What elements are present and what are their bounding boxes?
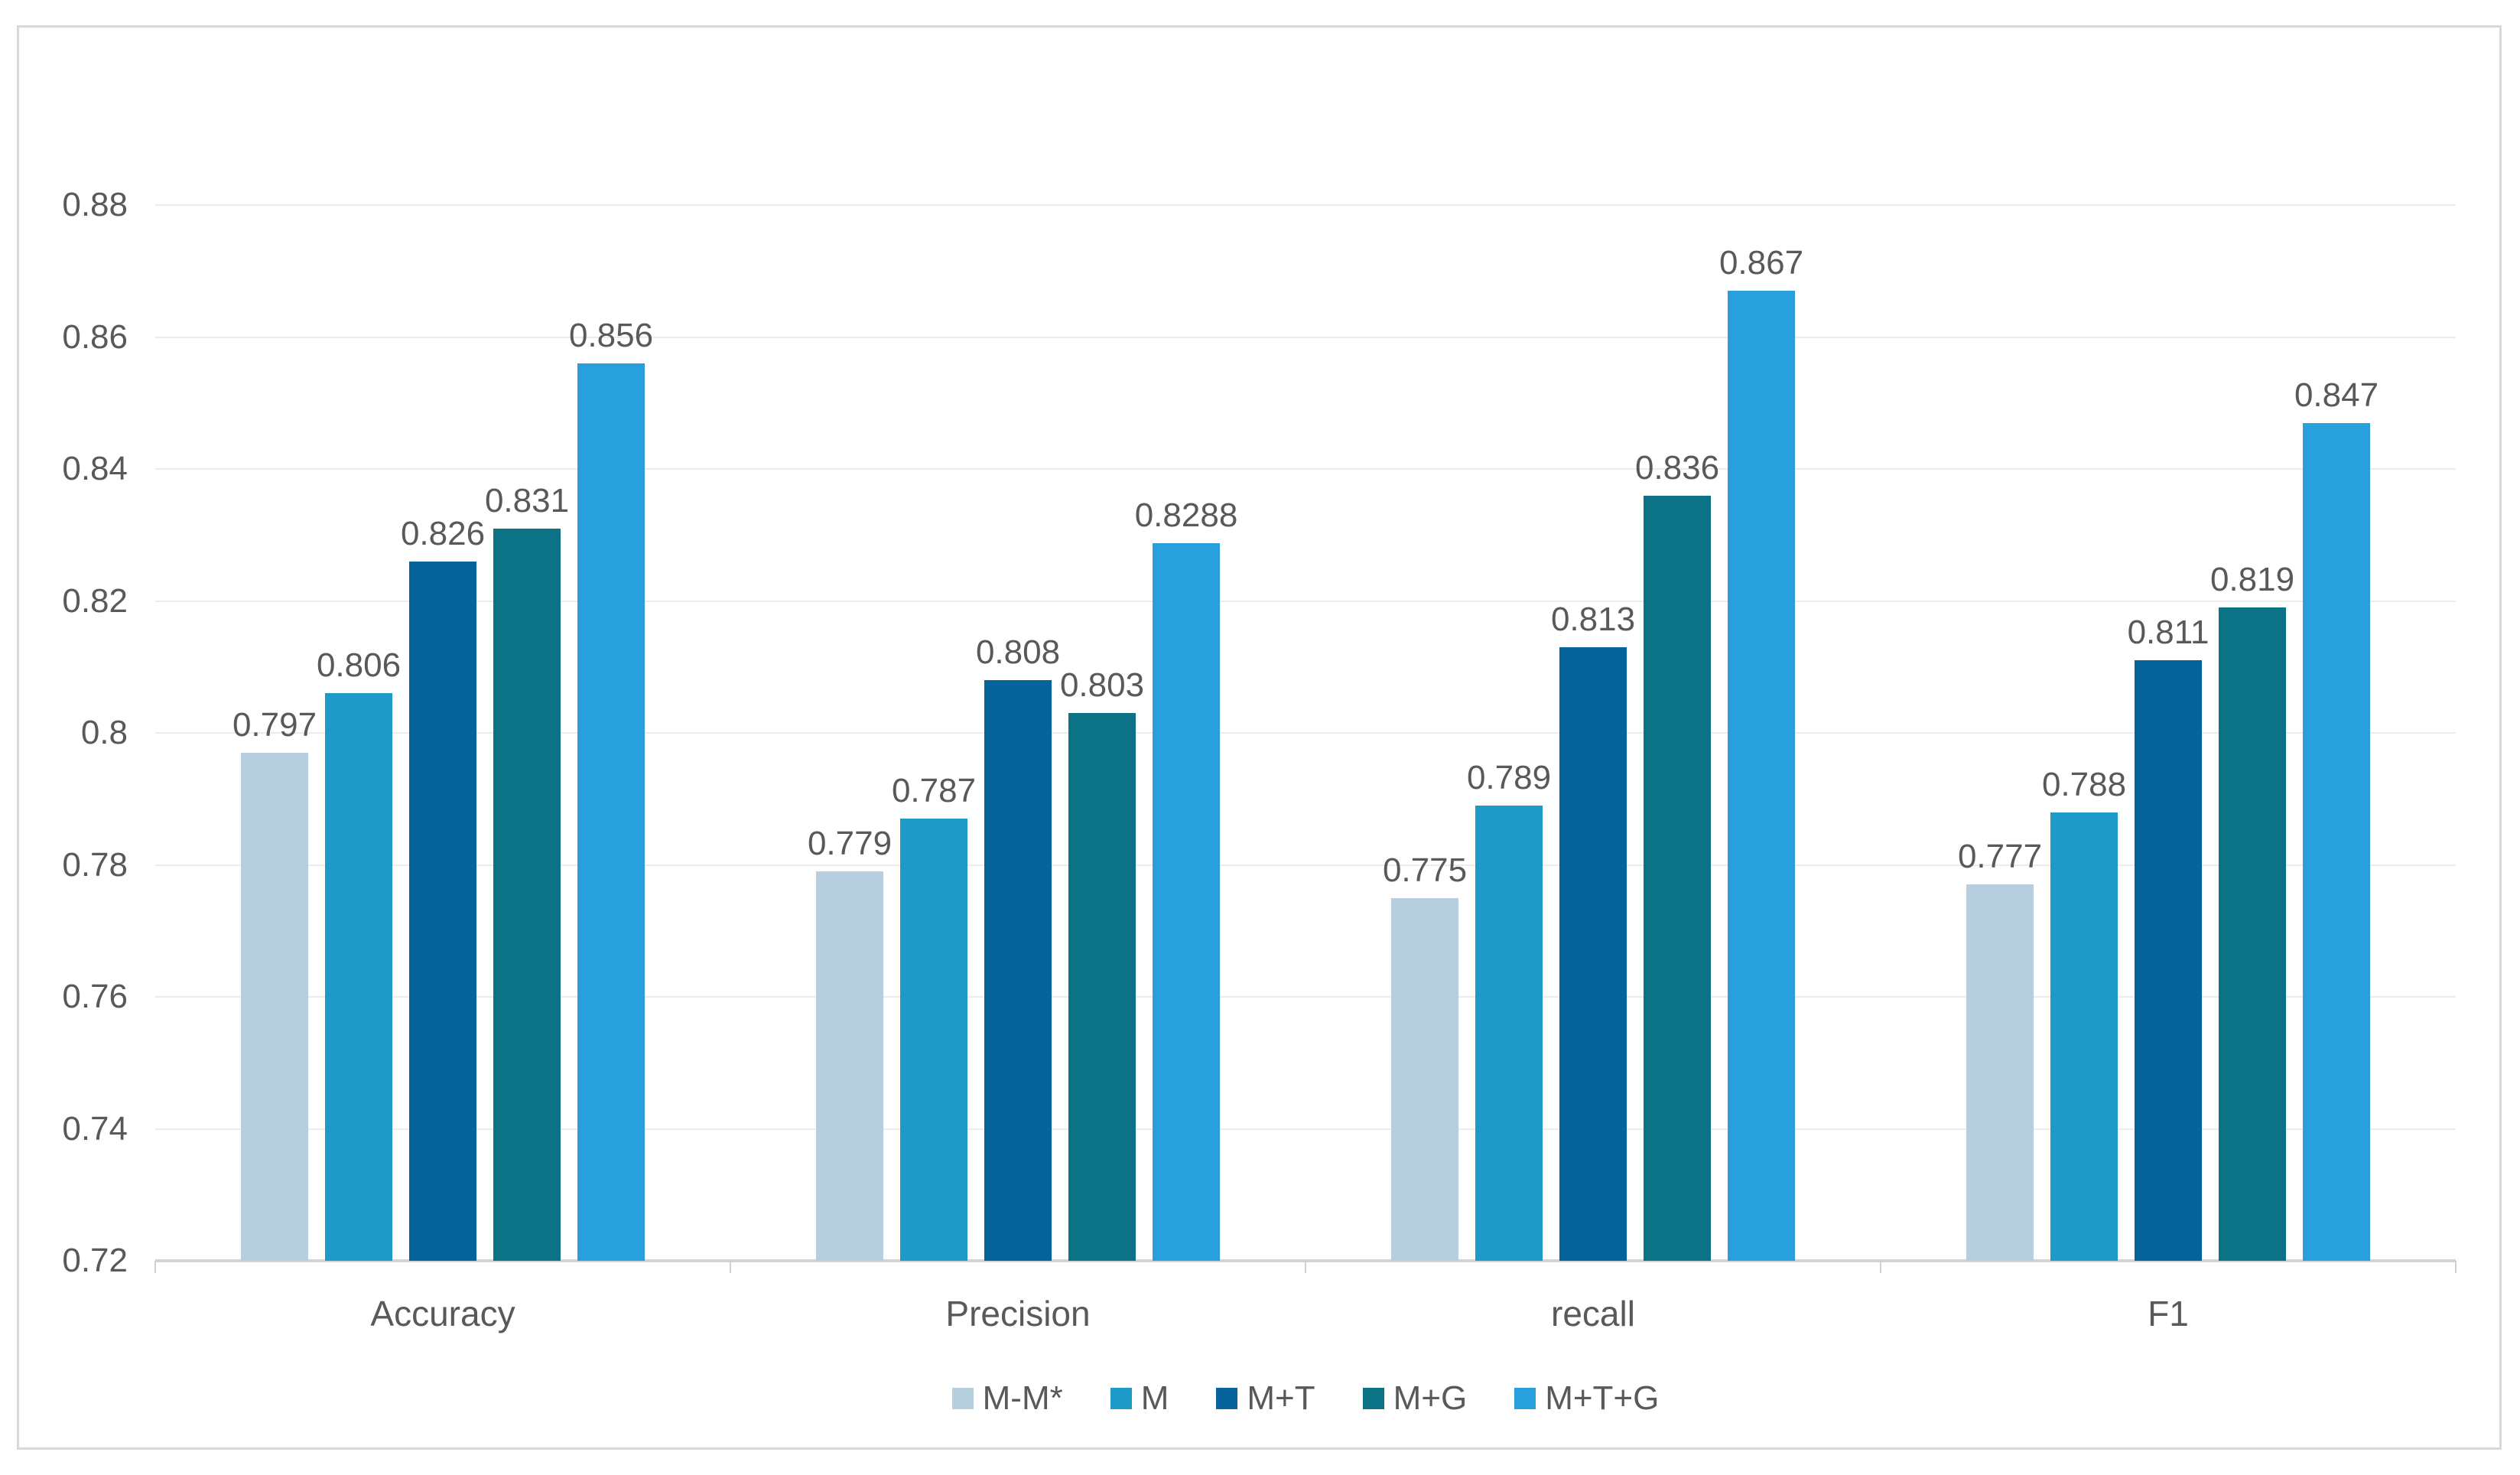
- x-axis-tick-mark: [154, 1261, 156, 1273]
- value-label-m-t-accuracy: 0.826: [400, 514, 486, 552]
- value-label-m-precision: 0.787: [891, 772, 977, 810]
- value-label-m-m-accuracy: 0.797: [232, 705, 317, 744]
- bar-m-t-precision: [984, 680, 1052, 1261]
- bar-m-t-g-recall: [1728, 291, 1795, 1261]
- bar-m-g-f1: [2219, 607, 2286, 1261]
- bar-m-g-precision: [1068, 713, 1136, 1261]
- gridline: [155, 732, 2456, 734]
- gridline: [155, 336, 2456, 338]
- y-axis-tick-label: 0.86: [62, 317, 128, 356]
- gridline: [155, 468, 2456, 470]
- y-axis-tick-label: 0.84: [62, 450, 128, 487]
- value-label-m-m-f1: 0.777: [1957, 838, 2043, 876]
- value-label-m-g-recall: 0.836: [1634, 448, 1720, 487]
- bar-m-m-f1: [1966, 884, 2034, 1261]
- bar-m-t-g-precision: [1153, 542, 1220, 1261]
- x-axis-tick-mark: [2455, 1261, 2457, 1273]
- value-label-m-g-precision: 0.803: [1059, 666, 1145, 705]
- value-label-m-g-f1: 0.819: [2209, 561, 2295, 599]
- legend-swatch-icon: [1216, 1388, 1238, 1409]
- value-label-m-accuracy: 0.806: [316, 646, 402, 685]
- x-axis-tick-mark: [1880, 1261, 1881, 1273]
- legend-item-m-m: M-M*: [951, 1379, 1063, 1418]
- legend-swatch-icon: [1362, 1388, 1384, 1409]
- x-axis-tick-mark: [730, 1261, 731, 1273]
- y-axis-tick-label: 0.74: [62, 1109, 128, 1148]
- y-axis-tick-label: 0.8: [80, 714, 128, 751]
- y-axis-tick-label: 0.88: [62, 186, 128, 223]
- legend-label: M-M*: [982, 1379, 1063, 1417]
- x-axis-category-label: recall: [1551, 1294, 1635, 1333]
- value-label-m-t-recall: 0.813: [1550, 600, 1636, 638]
- value-label-m-t-g-precision: 0.8288: [1134, 496, 1238, 534]
- gridline: [155, 996, 2456, 998]
- value-label-m-t-precision: 0.808: [975, 633, 1061, 671]
- value-label-m-f1: 0.788: [2041, 765, 2127, 803]
- chart-legend: M-M* M M+T M+G M+T+G: [155, 1376, 2456, 1421]
- legend-label: M+T: [1247, 1379, 1315, 1417]
- bar-m-accuracy: [325, 693, 392, 1261]
- value-label-m-m-precision: 0.779: [807, 825, 893, 863]
- bar-m-precision: [900, 819, 967, 1261]
- bar-m-g-recall: [1644, 495, 1711, 1261]
- bar-m-t-accuracy: [409, 561, 476, 1261]
- x-axis-category-label: F1: [2148, 1294, 2189, 1333]
- bar-m-m-recall: [1391, 897, 1458, 1261]
- y-axis-tick-label: 0.72: [62, 1242, 128, 1279]
- legend-item-m: M: [1110, 1379, 1169, 1418]
- value-label-m-recall: 0.789: [1466, 758, 1552, 796]
- bar-m-t-f1: [2135, 660, 2202, 1261]
- y-axis-tick-label: 0.82: [62, 581, 128, 620]
- gridline: [155, 600, 2456, 602]
- gridline: [155, 204, 2456, 206]
- bar-m-recall: [1475, 805, 1543, 1261]
- bar-m-t-g-f1: [2303, 422, 2370, 1261]
- legend-item-m-t: M+T: [1216, 1379, 1315, 1418]
- value-label-m-t-g-f1: 0.847: [2294, 376, 2379, 414]
- bar-m-t-g-accuracy: [577, 363, 645, 1261]
- bar-m-f1: [2050, 812, 2118, 1261]
- x-axis-category-label: Precision: [945, 1294, 1091, 1333]
- gridline: [155, 1128, 2456, 1130]
- legend-label: M+T+G: [1545, 1379, 1660, 1417]
- chart-container: 0.88 0.86 0.84 0.82 0.8 0.78 0.76 0.74 0.72 0.797…: [17, 25, 2502, 1450]
- x-axis-tick-mark: [1305, 1261, 1306, 1273]
- value-label-m-m-recall: 0.775: [1382, 851, 1468, 889]
- legend-label: M+G: [1393, 1379, 1468, 1417]
- x-axis-category-label: Accuracy: [370, 1294, 515, 1333]
- legend-item-m-g: M+G: [1362, 1379, 1468, 1418]
- bar-m-m-accuracy: [241, 752, 308, 1261]
- value-label-m-t-g-recall: 0.867: [1718, 244, 1804, 282]
- bar-m-t-recall: [1559, 646, 1627, 1261]
- value-label-m-t-g-accuracy: 0.856: [568, 317, 654, 354]
- y-axis-tick-label: 0.78: [62, 845, 128, 884]
- legend-item-m-t-g: M+T+G: [1514, 1379, 1659, 1418]
- value-label-m-t-f1: 0.811: [2127, 614, 2209, 652]
- value-label-m-g-accuracy: 0.831: [484, 481, 570, 519]
- bar-m-g-accuracy: [493, 528, 561, 1261]
- y-axis-tick-label: 0.76: [62, 978, 128, 1015]
- bar-m-m-precision: [816, 871, 883, 1261]
- legend-swatch-icon: [1110, 1388, 1132, 1409]
- legend-swatch-icon: [1514, 1388, 1536, 1409]
- legend-label: M: [1140, 1379, 1169, 1417]
- legend-swatch-icon: [951, 1388, 974, 1409]
- gridline: [155, 864, 2456, 866]
